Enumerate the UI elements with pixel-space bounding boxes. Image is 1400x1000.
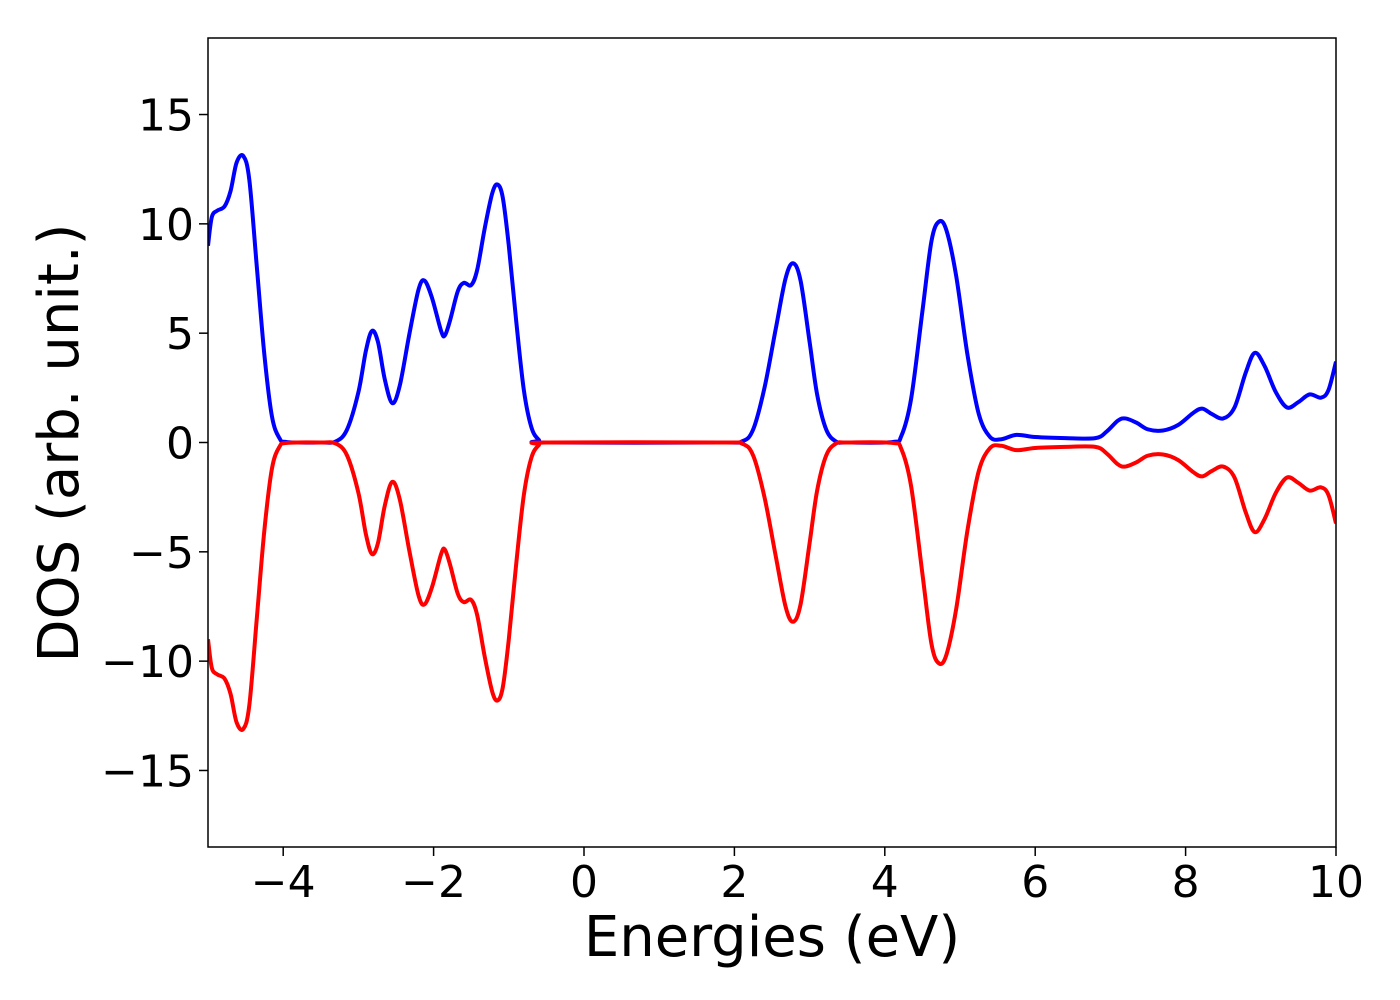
y-tick-label: −5 (129, 528, 194, 579)
x-tick-label: 10 (1308, 857, 1364, 908)
plot-frame (207, 37, 1337, 848)
x-axis-ticks: −4 −2 0 2 4 6 8 10 (251, 847, 1364, 908)
y-tick-label: 5 (166, 309, 194, 360)
y-tick-label: −15 (101, 746, 194, 797)
x-tick-label: 0 (570, 857, 598, 908)
x-tick-label: −2 (401, 857, 466, 908)
x-tick-label: 2 (720, 857, 748, 908)
y-axis-ticks: −15 −10 −5 0 5 10 15 (101, 91, 208, 797)
y-tick-label: 0 (166, 419, 194, 470)
series-line-0 (208, 153, 1336, 445)
x-tick-label: 4 (871, 857, 899, 908)
y-tick-label: −10 (101, 637, 194, 688)
series-line-1 (208, 440, 1336, 732)
x-tick-label: 8 (1172, 857, 1200, 908)
series-layer (208, 153, 1336, 732)
y-tick-label: 10 (138, 200, 194, 251)
x-tick-label: 6 (1021, 857, 1049, 908)
x-axis-title: Energies (eV) (584, 905, 960, 970)
y-tick-label: 15 (138, 91, 194, 142)
x-tick-label: −4 (251, 857, 316, 908)
y-axis-title: DOS (arb. unit.) (27, 223, 92, 662)
